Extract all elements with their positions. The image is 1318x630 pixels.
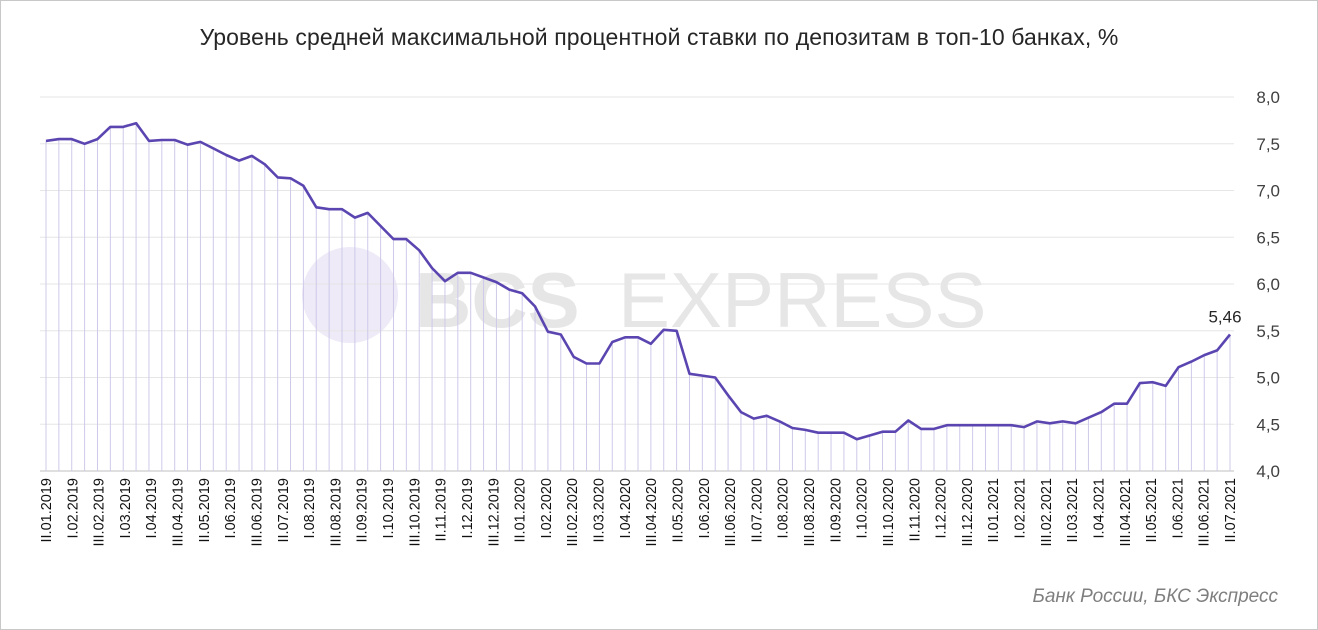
x-tick-label: I.12.2019: [460, 478, 476, 538]
watermark: BCS EXPRESS: [302, 247, 986, 344]
watermark-light-text: EXPRESS: [618, 256, 986, 344]
x-tick-label: I.02.2019: [65, 478, 81, 538]
x-tick-label: II.01.2020: [513, 478, 529, 543]
x-tick-label: II.09.2020: [828, 478, 844, 543]
y-tick-label: 8,0: [1256, 88, 1280, 107]
source-note: Банк России, БКС Экспресс: [1032, 586, 1278, 607]
x-tick-label: II.03.2021: [1065, 478, 1081, 543]
x-tick-label: II.03.2020: [592, 478, 608, 543]
data-labels: 5,46: [1208, 307, 1241, 326]
x-tick-label: I.06.2020: [697, 478, 713, 538]
x-tick-label: I.10.2019: [381, 478, 397, 538]
x-tick-label: I.04.2019: [144, 478, 160, 538]
x-tick-label: III.04.2020: [644, 478, 660, 547]
x-tick-label: III.02.2021: [1039, 478, 1055, 547]
x-tick-label: II.01.2019: [39, 478, 55, 543]
x-tick-label: I.06.2021: [1170, 478, 1186, 538]
x-tick-label: III.12.2020: [960, 478, 976, 547]
watermark-bold-text: BCS: [415, 256, 580, 344]
x-tick-label: III.02.2019: [92, 478, 108, 547]
x-tick-label: II.07.2019: [276, 478, 292, 543]
x-tick-label: II.07.2021: [1223, 478, 1239, 543]
x-tick-label: I.03.2019: [118, 478, 134, 538]
x-tick-label: I.04.2020: [618, 478, 634, 538]
grid: [40, 96, 1234, 472]
x-tick-label: II.07.2020: [749, 478, 765, 543]
x-tick-label: III.12.2019: [486, 478, 502, 547]
x-tick-label: II.05.2020: [670, 478, 686, 543]
drop-lines: [45, 123, 1231, 471]
series: [45, 121, 1232, 441]
y-tick-label: 4,5: [1256, 415, 1280, 434]
x-tick-label: II.05.2021: [1144, 478, 1160, 543]
x-tick-label: I.04.2021: [1091, 478, 1107, 538]
x-tick-label: II.09.2019: [355, 478, 371, 543]
x-tick-label: III.08.2020: [802, 478, 818, 547]
y-tick-label: 6,5: [1256, 228, 1280, 247]
y-tick-label: 6,0: [1256, 275, 1280, 294]
data-label: 5,46: [1208, 307, 1241, 326]
x-tick-label: I.10.2020: [855, 478, 871, 538]
series-line: [45, 121, 1232, 441]
x-tick-label: III.06.2019: [249, 478, 265, 547]
y-axis: 4,0 4,5 5,0 5,5 6,0 6,5 7,0 7,5 8,0: [1256, 88, 1280, 481]
x-tick-label: II.11.2020: [907, 478, 923, 541]
y-tick-label: 7,5: [1256, 135, 1280, 154]
x-tick-label: III.08.2019: [328, 478, 344, 547]
x-tick-label: II.11.2019: [434, 478, 450, 541]
x-tick-label: I.02.2020: [539, 478, 555, 538]
x-tick-label: III.04.2021: [1118, 478, 1134, 547]
x-tick-label: I.02.2021: [1013, 478, 1029, 538]
x-tick-label: I.06.2019: [223, 478, 239, 538]
x-tick-label: III.04.2019: [171, 478, 187, 547]
x-tick-label: II.01.2021: [986, 478, 1002, 543]
y-tick-label: 4,0: [1256, 462, 1280, 481]
x-tick-label: II.05.2019: [197, 478, 213, 543]
x-axis: II.01.2019 I.02.2019 III.02.2019 I.03.2019 I…: [39, 478, 1239, 547]
x-tick-label: III.10.2020: [881, 478, 897, 547]
chart-title: Уровень средней максимальной процентной …: [199, 24, 1119, 50]
y-tick-label: 5,5: [1256, 322, 1280, 341]
x-tick-label: I.08.2019: [302, 478, 318, 538]
y-tick-label: 5,0: [1256, 369, 1280, 388]
x-tick-label: I.08.2020: [776, 478, 792, 538]
x-tick-label: III.06.2021: [1197, 478, 1213, 547]
x-tick-label: I.12.2020: [934, 478, 950, 538]
x-tick-label: III.06.2020: [723, 478, 739, 547]
x-tick-label: III.02.2020: [565, 478, 581, 547]
x-tick-label: III.10.2019: [407, 478, 423, 547]
watermark-logo-circle: [302, 247, 398, 343]
y-tick-label: 7,0: [1256, 182, 1280, 201]
